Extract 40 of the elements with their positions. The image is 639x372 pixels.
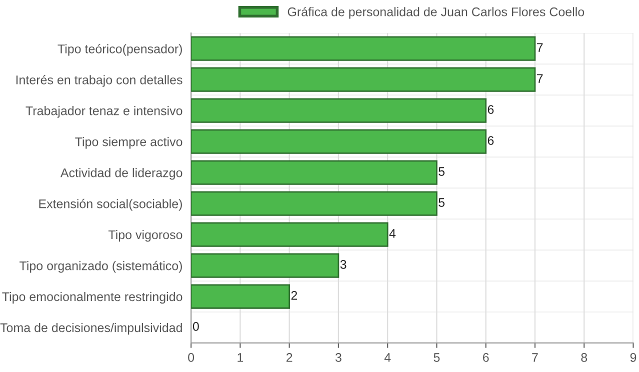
y-tick-label: Tipo siempre activo — [75, 137, 182, 149]
data-label: 6 — [488, 105, 494, 114]
data-label: 3 — [340, 260, 346, 269]
legend-label: Gráfica de personalidad de Juan Carlos Flores Coello — [288, 6, 584, 19]
bar — [191, 36, 536, 61]
bar — [191, 253, 340, 278]
y-tick-label: Interés en trabajo con detalles — [16, 74, 182, 87]
data-label: 4 — [389, 229, 396, 238]
bar — [191, 191, 438, 216]
x-tick-label: 7 — [532, 353, 538, 362]
x-tick-label: 6 — [483, 353, 489, 362]
data-label: 5 — [438, 198, 445, 207]
x-tick-label: 4 — [384, 353, 391, 362]
data-label: 5 — [438, 167, 445, 176]
bar — [191, 129, 487, 154]
bar — [191, 284, 290, 309]
data-label: 2 — [291, 291, 298, 300]
x-tick-label: 1 — [238, 353, 244, 362]
x-tick-label: 8 — [581, 353, 588, 362]
data-label: 7 — [537, 43, 543, 52]
y-tick-label: Tipo vigoroso — [108, 230, 182, 242]
y-tick-label: Actividad de liderazgo — [60, 168, 182, 180]
y-tick-label: Tipo emocionalmente restringido — [2, 292, 182, 304]
bar — [191, 160, 438, 185]
bar — [191, 98, 487, 123]
x-tick-label: 3 — [335, 353, 342, 362]
data-label: 0 — [192, 322, 199, 331]
y-tick-label: Toma de decisiones/impulsividad — [0, 322, 182, 335]
x-tick-label: 9 — [630, 353, 636, 362]
y-tick-label: Tipo organizado (sistemático) — [20, 260, 182, 273]
data-label: 7 — [537, 74, 543, 83]
data-label: 6 — [488, 136, 494, 145]
y-tick-label: Extensión social(sociable) — [39, 198, 182, 211]
bar — [191, 67, 536, 92]
x-tick-label: 5 — [434, 353, 440, 362]
x-tick-label: 2 — [286, 353, 292, 362]
y-tick-label: Tipo teórico(pensador) — [58, 44, 182, 56]
x-tick-label: 0 — [188, 353, 194, 362]
y-tick-label: Trabajador tenaz e intensivo — [26, 106, 182, 118]
bar — [191, 222, 388, 247]
